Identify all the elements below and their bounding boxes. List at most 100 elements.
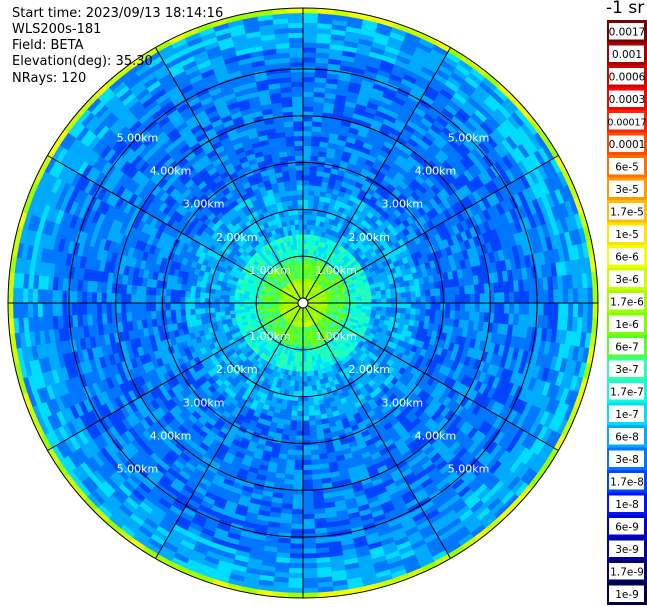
ppi-cell xyxy=(285,459,296,466)
ppi-cell xyxy=(298,224,304,230)
ppi-cell xyxy=(165,295,171,304)
ppi-cell xyxy=(297,194,304,201)
ppi-cell xyxy=(224,294,230,300)
ppi-cell xyxy=(410,308,417,316)
ppi-cell xyxy=(449,286,456,296)
ppi-cell xyxy=(308,189,316,196)
ppi-cell xyxy=(308,410,316,417)
ppi-cell xyxy=(296,243,301,250)
ppi-cell xyxy=(311,464,321,471)
ppi-cell xyxy=(302,150,312,156)
ppi-cell xyxy=(308,194,315,201)
ppi-cell xyxy=(450,294,456,304)
ppi-cell xyxy=(209,297,215,304)
ppi-cell xyxy=(310,459,321,466)
ppi-cell xyxy=(291,229,297,236)
ppi-cell xyxy=(224,310,231,316)
ppi-cell xyxy=(308,180,317,186)
ppi-cell xyxy=(306,376,312,382)
ppi-cell xyxy=(310,145,320,152)
ppi-cell xyxy=(224,306,230,312)
ppi-cell xyxy=(289,180,298,186)
ppi-cell xyxy=(130,284,137,295)
ppi-cell xyxy=(150,294,156,304)
ppi-cell xyxy=(135,285,142,295)
ppi-cell xyxy=(299,366,304,373)
ppi-cell xyxy=(291,405,298,412)
ppi-cell xyxy=(304,341,308,348)
ppi-cell xyxy=(302,454,312,461)
ppi-cell xyxy=(286,200,293,207)
ppi-cell xyxy=(410,296,417,304)
ppi-cell xyxy=(297,405,304,412)
ppi-cell xyxy=(464,311,471,321)
ppi-cell xyxy=(294,459,304,466)
ppi-cell xyxy=(302,504,315,510)
ppi-cell xyxy=(311,130,322,137)
ppi-cell xyxy=(150,302,156,312)
ppi-cell xyxy=(292,484,304,491)
ppi-cell xyxy=(310,140,321,147)
ppi-cell xyxy=(295,234,300,240)
ppi-cell xyxy=(291,400,299,407)
ppi-cell xyxy=(444,310,451,319)
ppi-cell xyxy=(286,454,296,461)
ppi-cell xyxy=(287,444,296,451)
ppi-cell xyxy=(295,165,304,171)
ppi-cell xyxy=(499,302,505,314)
ppi-cell xyxy=(494,302,500,314)
ppi-cell xyxy=(140,310,147,321)
ppi-cell xyxy=(130,311,137,322)
ppi-cell xyxy=(298,381,304,387)
ppi-cell xyxy=(199,307,206,315)
ppi-cell xyxy=(310,380,317,387)
ppi-cell xyxy=(341,298,348,302)
ppi-cell xyxy=(435,295,441,304)
ppi-cell xyxy=(214,311,221,318)
ppi-cell xyxy=(120,293,127,304)
ppi-cell xyxy=(302,469,313,476)
ppi-cell xyxy=(307,400,315,407)
ppi-cell xyxy=(385,293,392,299)
ppi-cell xyxy=(474,302,481,313)
ppi-cell xyxy=(174,302,181,310)
ppi-cell xyxy=(175,309,182,317)
ppi-cell xyxy=(288,214,295,221)
ppi-cell xyxy=(302,96,315,102)
ppi-cell xyxy=(385,307,392,313)
ppi-cell xyxy=(302,445,311,451)
ppi-cell xyxy=(184,302,191,310)
ppi-cell xyxy=(292,106,304,112)
ppi-cell xyxy=(415,290,422,298)
ppi-cell xyxy=(391,297,397,304)
ppi-cell xyxy=(155,295,161,304)
ppi-cell xyxy=(312,390,318,397)
ppi-cell xyxy=(219,302,225,308)
ppi-cell xyxy=(504,302,510,315)
ppi-cell xyxy=(499,292,505,304)
ppi-cell xyxy=(361,296,368,301)
ppi-cell xyxy=(294,454,304,461)
ppi-cell xyxy=(296,184,304,191)
ppi-cell xyxy=(302,229,308,235)
ppi-cell xyxy=(293,479,304,486)
ppi-cell xyxy=(429,309,436,318)
ppi-cell xyxy=(430,295,437,304)
ppi-cell xyxy=(292,115,304,122)
ppi-cell xyxy=(194,297,201,304)
ppi-cell xyxy=(390,288,397,294)
ppi-cell xyxy=(150,286,157,296)
ppi-cell xyxy=(155,302,161,311)
ppi-cell xyxy=(101,292,107,304)
ppi-cell xyxy=(298,214,304,220)
ppi-cell xyxy=(309,424,317,431)
ppi-cell xyxy=(189,308,196,316)
ppi-cell xyxy=(294,140,304,147)
ppi-cell xyxy=(302,174,310,181)
ppi-cell xyxy=(189,296,196,304)
ppi-cell xyxy=(310,454,320,461)
ppi-cell xyxy=(484,302,491,314)
ppi-cell xyxy=(209,302,215,309)
ppi-cell xyxy=(310,375,316,382)
ppi-cell xyxy=(313,399,320,406)
